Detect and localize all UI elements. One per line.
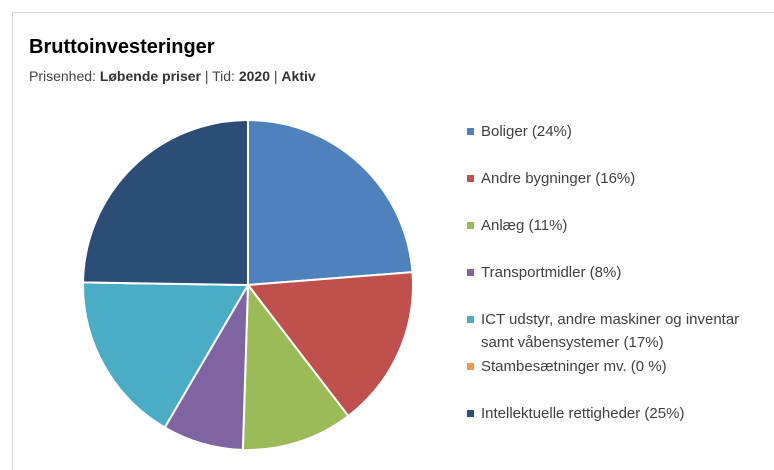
legend-label: Intellektuelle rettigheder (25%): [481, 405, 685, 422]
pie-slice: [247, 118, 414, 287]
subtitle-text: | Tid:: [200, 68, 239, 84]
legend-swatch: [467, 363, 474, 370]
legend-swatch: [467, 269, 474, 276]
legend-item: Transportmidler (8%): [467, 261, 767, 284]
legend-swatch: [467, 316, 474, 323]
subtitle-text: |: [270, 68, 282, 84]
legend-label: Transportmidler (8%): [481, 264, 622, 281]
legend-item: Stambesætninger mv. (0 %): [467, 355, 767, 378]
legend-item: ICT udstyr, andre maskiner og inventar s…: [467, 308, 767, 354]
legend-item: Anlæg (11%): [467, 214, 767, 237]
legend-item: Intellektuelle rettigheder (25%): [467, 402, 767, 425]
pie-slice: [82, 281, 250, 429]
pie-slice: [82, 118, 249, 287]
legend-label: ICT udstyr, andre maskiner og inventar s…: [481, 311, 740, 351]
chart-title: Bruttoinvesteringer: [29, 36, 215, 58]
pie-slice: [241, 282, 350, 451]
legend-swatch: [467, 410, 474, 417]
subtitle-text: Prisenhed:: [29, 68, 100, 84]
legend-label: Boliger (24%): [481, 123, 572, 140]
pie-slice: [246, 271, 414, 418]
legend-swatch: [467, 175, 474, 182]
chart-subtitle: Prisenhed: Løbende priser | Tid: 2020 | …: [29, 68, 316, 84]
legend-swatch: [467, 128, 474, 135]
legend-label: Anlæg (11%): [481, 217, 568, 234]
legend-label: Stambesætninger mv. (0 %): [481, 358, 667, 375]
legend-label: Andre bygninger (16%): [481, 170, 636, 187]
subtitle-text: 2020: [238, 68, 270, 84]
legend-item: Boliger (24%): [467, 120, 767, 143]
subtitle-text: Aktiv: [281, 68, 316, 84]
legend-swatch: [467, 222, 474, 229]
subtitle-text: Løbende priser: [99, 68, 201, 84]
legend-item: Andre bygninger (16%): [467, 167, 767, 190]
frame: [12, 12, 774, 470]
